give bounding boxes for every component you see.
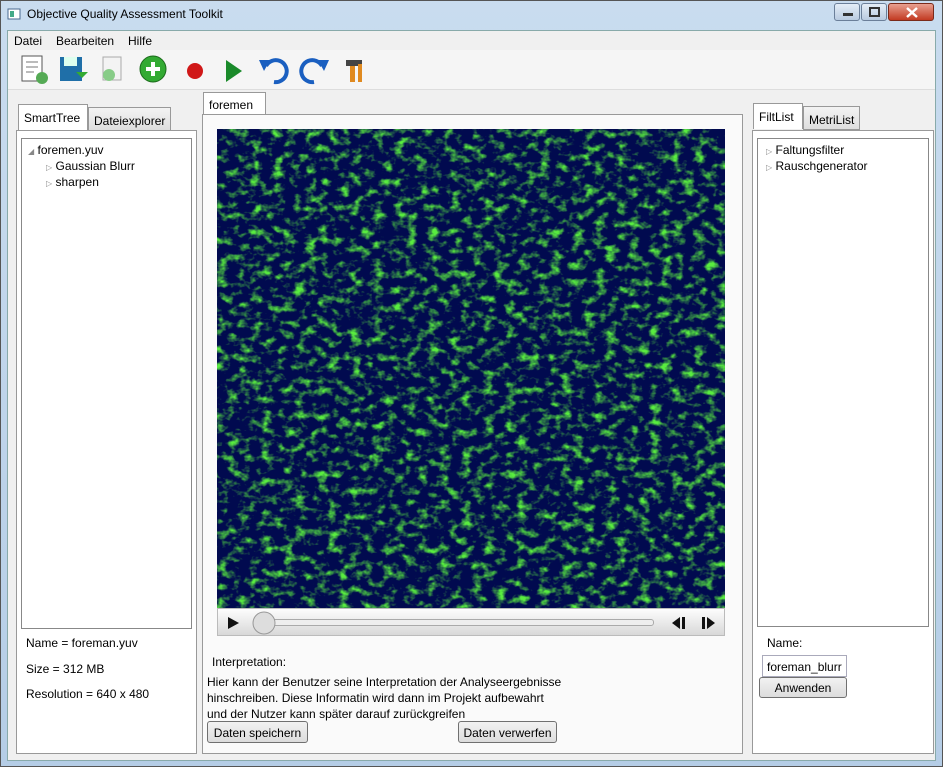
expander: ▷ (766, 163, 773, 172)
save-data-button[interactable]: Daten speichern (207, 721, 308, 743)
player-bar (217, 608, 725, 636)
redo-button[interactable] (298, 52, 332, 86)
tree-item-label: Faltungsfilter (775, 143, 845, 157)
refresh-button[interactable] (94, 52, 128, 86)
tab[interactable]: SmartTree (18, 104, 88, 130)
step-forward-control[interactable] (700, 616, 718, 630)
filter-panel: ▷ Faltungsfilter ▷ Rauschgenerator Name:… (752, 130, 934, 754)
expander: ▷ (46, 163, 53, 172)
maximize-icon (869, 7, 880, 17)
step-back-control[interactable] (670, 616, 688, 630)
tree-item-label: foremen.yuv (37, 143, 104, 157)
seek-track[interactable] (254, 619, 654, 626)
expander: ◢ (28, 147, 35, 156)
window-title: Objective Quality Assessment Toolkit (27, 7, 223, 21)
name-label: Name: (767, 636, 803, 650)
new-project-button[interactable] (16, 52, 50, 86)
viewer-panel: Interpretation: Hier kann der Benutzer s… (202, 114, 743, 754)
tab[interactable]: Dateiexplorer (88, 107, 171, 131)
filter-tree: ▷ Faltungsfilter ▷ Rauschgenerator (757, 138, 929, 627)
minimize-icon (843, 13, 853, 16)
menu-item[interactable]: Bearbeiten (56, 34, 115, 48)
tree-item-label: Rauschgenerator (775, 159, 868, 173)
close-icon (906, 7, 918, 18)
tree-item[interactable]: ▷ Rauschgenerator (766, 159, 868, 173)
apply-button[interactable]: Anwenden (759, 677, 847, 698)
tree-item[interactable]: ◢ foremen.yuv (28, 143, 104, 157)
interpretation-text[interactable]: hinschreiben. Diese Informatin wird dann… (207, 691, 544, 705)
discard-data-button[interactable]: Daten verwerfen (458, 721, 557, 743)
client-area: Datei Bearbeiten Hilfe SmartTree Dateiex… (7, 30, 936, 761)
info-line: Resolution = 640 x 480 (26, 687, 150, 701)
tree-view: ◢ foremen.yuv ▷ Gaussian Blurr ▷ sharpen (21, 138, 192, 629)
tab[interactable]: MetriList (803, 106, 860, 130)
name-input[interactable]: foreman_blurr (762, 655, 847, 677)
menu-item[interactable]: Hilfe (128, 34, 153, 48)
tree-item[interactable]: ▷ sharpen (46, 175, 99, 189)
interpretation-text[interactable]: Hier kann der Benutzer seine Interpretat… (207, 675, 562, 689)
tree-item-label: Gaussian Blurr (55, 159, 135, 173)
save-button[interactable] (54, 52, 88, 86)
record-button[interactable] (178, 52, 212, 86)
add-button[interactable] (136, 52, 170, 86)
tree-item-label: sharpen (55, 175, 99, 189)
app-icon (7, 8, 21, 20)
frame-noise (217, 129, 725, 608)
tab[interactable]: FiltList (753, 103, 803, 129)
interpretation-text[interactable]: und der Nutzer kann später darauf zurück… (207, 707, 466, 721)
undo-button[interactable] (256, 52, 290, 86)
minimize-button[interactable] (834, 3, 860, 21)
toolbar (8, 50, 935, 90)
play-control[interactable] (226, 616, 240, 630)
tree-item[interactable]: ▷ Gaussian Blurr (46, 159, 135, 173)
info-line: Size = 312 MB (26, 662, 105, 676)
interpretation-label: Interpretation: (212, 655, 287, 669)
play-button[interactable] (216, 52, 250, 86)
tab[interactable]: foremen (203, 92, 266, 115)
expander: ▷ (766, 147, 773, 156)
menu-item[interactable]: Datei (14, 34, 43, 48)
tools-button[interactable] (338, 52, 372, 86)
maximize-button[interactable] (861, 3, 887, 21)
close-button[interactable] (888, 3, 934, 21)
smarttree-panel: ◢ foremen.yuv ▷ Gaussian Blurr ▷ sharpen… (16, 130, 197, 754)
seek-thumb[interactable] (252, 611, 276, 635)
tree-item[interactable]: ▷ Faltungsfilter (766, 143, 844, 157)
info-line: Name = foreman.yuv (26, 636, 138, 650)
expander: ▷ (46, 179, 53, 188)
video-frame (217, 129, 725, 608)
